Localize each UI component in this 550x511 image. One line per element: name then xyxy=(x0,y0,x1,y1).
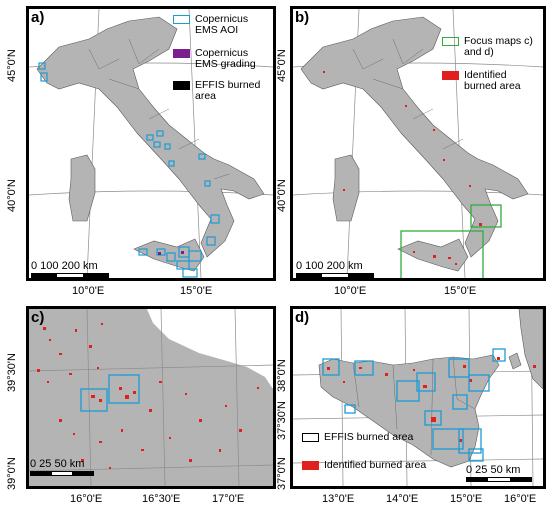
region-borders xyxy=(352,38,464,150)
scale-bar-b: 0 100 200 km xyxy=(296,260,374,278)
scale-bar xyxy=(466,477,532,482)
legend-swatch xyxy=(173,49,190,58)
lat-tick-d-3700: 37°0'N xyxy=(276,457,288,490)
lon-tick-a-15: 15°0'E xyxy=(180,285,213,297)
burned-area-dots xyxy=(37,323,259,469)
graticule xyxy=(29,309,273,486)
map-panel-d xyxy=(290,306,546,489)
legend-d-effis: EFFIS burned area xyxy=(302,432,432,443)
legend-b-burned: Identified burned area xyxy=(442,70,540,92)
scale-bar-c: 0 25 50 km xyxy=(30,458,94,476)
lon-tick-b-15: 15°0'E xyxy=(444,285,477,297)
scale-bar-d: 0 25 50 km xyxy=(466,464,532,482)
lon-tick-c-1600: 16°0'E xyxy=(70,493,103,505)
scale-labels: 0 25 50 km xyxy=(466,464,521,476)
lon-tick-d-15: 15°0'E xyxy=(450,493,483,505)
legend-swatch xyxy=(173,15,190,24)
map-panel-c xyxy=(26,306,276,489)
legend-swatch xyxy=(442,37,459,46)
map-panel-b xyxy=(290,6,546,281)
legend-b-focus: Focus maps c) and d) xyxy=(442,36,540,58)
lon-tick-c-1630: 16°30'E xyxy=(142,493,181,505)
scale-labels: 0 100 200 km xyxy=(31,260,98,272)
burned-area-dots xyxy=(323,71,482,265)
legend-a-effis: EFFIS burned area xyxy=(173,80,271,102)
scale-bar xyxy=(30,471,94,476)
lat-tick-a-40: 40°0'N xyxy=(6,179,18,212)
legend-a-grading: Copernicus EMS grading xyxy=(173,48,271,70)
scale-bar xyxy=(296,273,374,278)
panel-c-label: c) xyxy=(31,309,45,326)
panel-b-label: b) xyxy=(295,9,310,26)
sicily-landmass xyxy=(318,309,543,468)
lat-tick-b-40: 40°0'N xyxy=(276,179,288,212)
legend-label: Identified burned area xyxy=(464,69,521,92)
legend-label: Focus maps c) and d) xyxy=(464,35,533,58)
scale-bar xyxy=(31,273,109,278)
legend-label: EFFIS burned area xyxy=(195,79,261,102)
legend-label: Copernicus EMS grading xyxy=(195,47,256,70)
ems-aoi-boxes xyxy=(80,374,140,412)
legend-swatch xyxy=(442,71,459,80)
scale-bar-a: 0 100 200 km xyxy=(31,260,109,278)
legend-label: Copernicus EMS AOI xyxy=(195,13,249,36)
legend-a-aoi: Copernicus EMS AOI xyxy=(173,14,271,36)
region-borders xyxy=(88,38,230,180)
map-panel-a xyxy=(26,6,276,281)
ems-grading xyxy=(158,251,184,255)
calabria-map-c xyxy=(29,309,273,486)
legend-label: Identified burned area xyxy=(324,459,427,471)
lat-tick-c-3930: 39°30'N xyxy=(6,353,18,392)
legend-label: EFFIS burned area xyxy=(324,431,414,443)
ems-aoi-boxes xyxy=(322,348,506,462)
lat-tick-d-3730: 37°30'N xyxy=(276,401,288,440)
lat-tick-a-45: 45°0'N xyxy=(6,49,18,82)
ems-aoi-boxes xyxy=(38,62,220,278)
legend-swatch xyxy=(302,433,319,442)
focus-map-boxes xyxy=(400,204,502,278)
lat-tick-d-3800: 38°0'N xyxy=(276,359,288,392)
lon-tick-a-10: 10°0'E xyxy=(72,285,105,297)
lon-tick-c-1700: 17°0'E xyxy=(212,493,245,505)
legend-d-burned: Identified burned area xyxy=(302,460,432,471)
legend-swatch xyxy=(173,81,190,90)
panel-d-label: d) xyxy=(295,309,310,326)
italy-map-b xyxy=(293,9,543,278)
burned-area-dots xyxy=(327,357,536,442)
sicily-map-d xyxy=(293,309,543,486)
legend-swatch xyxy=(302,461,319,470)
province-borders xyxy=(352,356,476,456)
lon-tick-d-13: 13°0'E xyxy=(322,493,355,505)
lat-tick-c-3900: 39°0'N xyxy=(6,457,18,490)
scale-labels: 0 25 50 km xyxy=(30,458,85,470)
lat-tick-b-45: 45°0'N xyxy=(276,49,288,82)
scale-labels: 0 100 200 km xyxy=(296,260,363,272)
lon-tick-d-16: 16°0'E xyxy=(504,493,537,505)
lon-tick-d-14: 14°0'E xyxy=(386,493,419,505)
lon-tick-b-10: 10°0'E xyxy=(334,285,367,297)
italy-map-a xyxy=(29,9,273,278)
panel-a-label: a) xyxy=(31,9,45,26)
